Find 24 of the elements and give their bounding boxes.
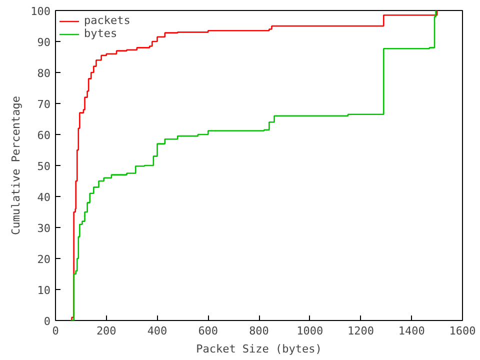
y-tick-label: 80 [37, 67, 51, 80]
y-tick-label: 20 [37, 253, 51, 266]
legend-label: bytes [84, 27, 118, 40]
x-tick-label: 1000 [296, 324, 324, 338]
y-tick-label: 0 [44, 315, 50, 328]
y-tick-label: 40 [37, 191, 51, 204]
y-tick-label: 30 [37, 222, 51, 235]
y-axis-title: Cumulative Percentage [10, 96, 23, 236]
x-tick-label: 200 [96, 324, 116, 338]
y-tick-label: 90 [37, 36, 51, 49]
y-tick-label: 50 [37, 160, 51, 173]
x-tick-label: 800 [249, 324, 269, 338]
y-tick-label: 100 [30, 5, 51, 18]
y-tick-label: 10 [37, 284, 51, 297]
x-tick-label: 1200 [348, 324, 374, 338]
x-tick-label: 1600 [449, 324, 476, 338]
legend-label: packets [84, 14, 130, 27]
y-tick-label: 60 [37, 129, 51, 142]
x-tick-label: 0 [52, 324, 59, 338]
x-tick-label: 400 [147, 324, 168, 338]
x-tick-label: 1400 [398, 324, 425, 338]
y-tick-label: 70 [37, 98, 51, 111]
x-tick-label: 600 [198, 324, 218, 338]
x-axis-title: Packet Size (bytes) [196, 342, 322, 356]
